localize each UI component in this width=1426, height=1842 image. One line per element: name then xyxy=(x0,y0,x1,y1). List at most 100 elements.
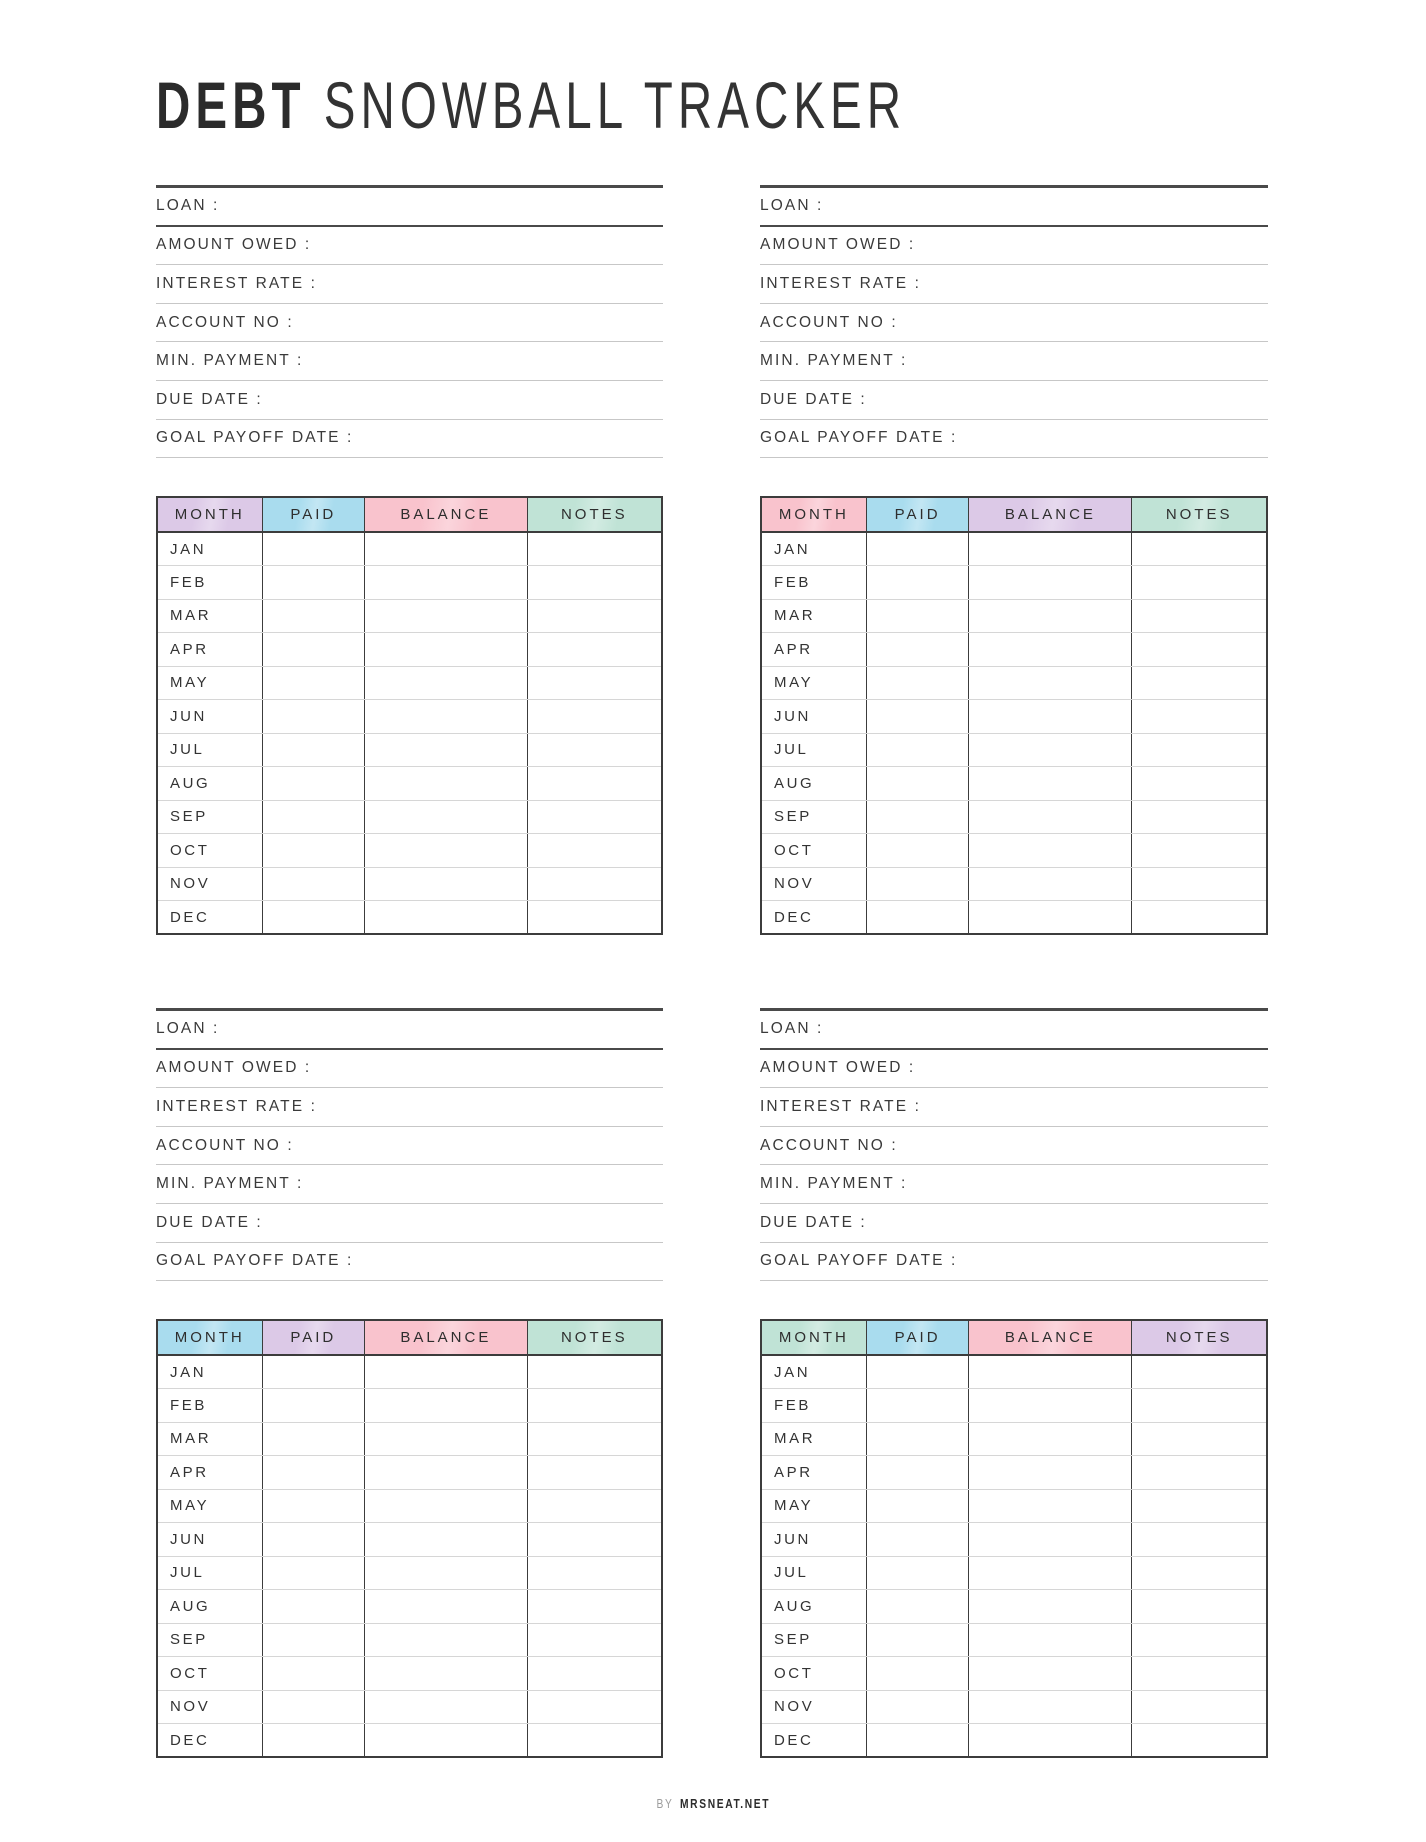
balance-cell xyxy=(364,699,528,734)
field-label: INTEREST RATE : xyxy=(156,1097,317,1115)
field-label: ACCOUNT NO : xyxy=(760,313,898,331)
form-field-row-3: ACCOUNT NO : xyxy=(156,304,663,343)
form-field-row-4: MIN. PAYMENT : xyxy=(156,1165,663,1204)
notes-cell xyxy=(1131,699,1267,734)
month-row: JAN xyxy=(157,1355,662,1390)
balance-cell xyxy=(364,766,528,801)
footer-text: BY MRSNEAT.NET xyxy=(656,1797,770,1811)
month-row: APR xyxy=(761,1455,1267,1490)
month-label-cell: NOV xyxy=(761,1690,867,1725)
notes-cell xyxy=(526,666,662,701)
form-field-row-3: ACCOUNT NO : xyxy=(156,1127,663,1166)
month-row: JUL xyxy=(157,733,662,768)
paid-cell xyxy=(865,1589,969,1624)
month-row: SEP xyxy=(157,1623,662,1658)
notes-cell xyxy=(1131,733,1267,768)
balance-cell xyxy=(968,867,1132,902)
field-label: INTEREST RATE : xyxy=(156,274,317,292)
paid-cell xyxy=(865,733,969,768)
notes-cell xyxy=(526,867,662,902)
notes-cell xyxy=(1131,1388,1267,1423)
column-header-balance: BALANCE xyxy=(364,497,528,534)
balance-cell xyxy=(364,900,528,935)
month-label-cell: AUG xyxy=(157,1589,263,1624)
month-label-cell: MAY xyxy=(761,666,867,701)
field-label: GOAL PAYOFF DATE : xyxy=(760,429,958,447)
month-label-cell: DEC xyxy=(170,1731,210,1749)
month-row: JUN xyxy=(157,699,662,734)
month-label-cell: SEP xyxy=(157,800,263,835)
balance-cell xyxy=(364,1656,528,1691)
paid-cell xyxy=(865,1556,969,1591)
field-label: ACCOUNT NO : xyxy=(156,313,294,331)
month-row: AUG xyxy=(157,766,662,801)
month-row: NOV xyxy=(157,1690,662,1725)
paid-cell xyxy=(261,632,365,667)
notes-cell xyxy=(526,532,662,567)
paid-cell xyxy=(261,867,365,902)
notes-cell xyxy=(526,733,662,768)
paid-cell xyxy=(865,867,969,902)
paid-cell xyxy=(865,666,969,701)
notes-cell xyxy=(1131,766,1267,801)
month-label-cell: SEP xyxy=(761,800,867,835)
paid-cell xyxy=(261,800,365,835)
form-field-row-6: GOAL PAYOFF DATE : xyxy=(156,420,663,459)
notes-cell xyxy=(526,1489,662,1524)
notes-cell xyxy=(1131,800,1267,835)
field-label: AMOUNT OWED : xyxy=(760,236,916,254)
notes-cell xyxy=(1131,1355,1267,1390)
balance-cell xyxy=(364,1589,528,1624)
balance-cell xyxy=(968,1489,1132,1524)
notes-cell xyxy=(526,1522,662,1557)
month-label-cell: AUG xyxy=(157,766,263,801)
form-field-row-0: LOAN : xyxy=(760,1011,1268,1050)
month-label-cell: JUL xyxy=(761,1556,867,1591)
paid-cell xyxy=(865,1690,969,1725)
month-row: MAY xyxy=(157,666,662,701)
table-header-row: MONTH PAID BALANCE NOTES xyxy=(157,1320,662,1357)
paid-cell xyxy=(261,766,365,801)
month-row: JAN xyxy=(761,532,1267,567)
balance-cell xyxy=(364,1623,528,1658)
month-label-cell: OCT xyxy=(157,833,263,868)
loan-form: LOAN : AMOUNT OWED : INTEREST RATE : ACC… xyxy=(156,185,663,459)
month-row: OCT xyxy=(761,1656,1267,1691)
field-label: INTEREST RATE : xyxy=(760,1097,921,1115)
month-label-cell: JAN xyxy=(761,1355,867,1390)
paid-cell xyxy=(865,900,969,935)
month-label-cell: JUN xyxy=(761,1522,867,1557)
balance-cell xyxy=(968,532,1132,567)
form-field-row-6: GOAL PAYOFF DATE : xyxy=(156,1243,663,1282)
paid-cell xyxy=(865,1723,969,1758)
balance-cell xyxy=(364,565,528,600)
balance-cell xyxy=(364,632,528,667)
month-row: DEC xyxy=(157,900,662,935)
month-label-cell: JAN xyxy=(157,1355,263,1390)
form-field-row-1: AMOUNT OWED : xyxy=(760,227,1268,266)
paid-cell xyxy=(261,900,365,935)
field-label: DUE DATE : xyxy=(156,1213,263,1231)
balance-cell xyxy=(364,1455,528,1490)
month-label-cell: JUN xyxy=(761,699,867,734)
notes-cell xyxy=(526,833,662,868)
notes-cell xyxy=(1131,1422,1267,1457)
tracker-table: MONTH PAID BALANCE NOTES JAN FEB MAR xyxy=(760,496,1268,936)
column-header-month: MONTH xyxy=(157,1320,263,1357)
form-field-row-5: DUE DATE : xyxy=(760,1204,1268,1243)
paid-cell xyxy=(261,599,365,634)
column-header-balance: BALANCE xyxy=(968,1320,1132,1357)
balance-cell xyxy=(968,1522,1132,1557)
month-label-cell: APR xyxy=(157,1455,263,1490)
form-field-row-3: ACCOUNT NO : xyxy=(760,1127,1268,1166)
form-field-row-1: AMOUNT OWED : xyxy=(760,1050,1268,1089)
title-spacer xyxy=(306,68,324,142)
column-header-balance: BALANCE xyxy=(364,1320,528,1357)
month-row: MAY xyxy=(157,1489,662,1524)
paid-cell xyxy=(865,565,969,600)
form-field-row-1: AMOUNT OWED : xyxy=(156,1050,663,1089)
month-row: AUG xyxy=(761,766,1267,801)
month-label-cell: NOV xyxy=(157,867,263,902)
notes-cell xyxy=(1131,833,1267,868)
